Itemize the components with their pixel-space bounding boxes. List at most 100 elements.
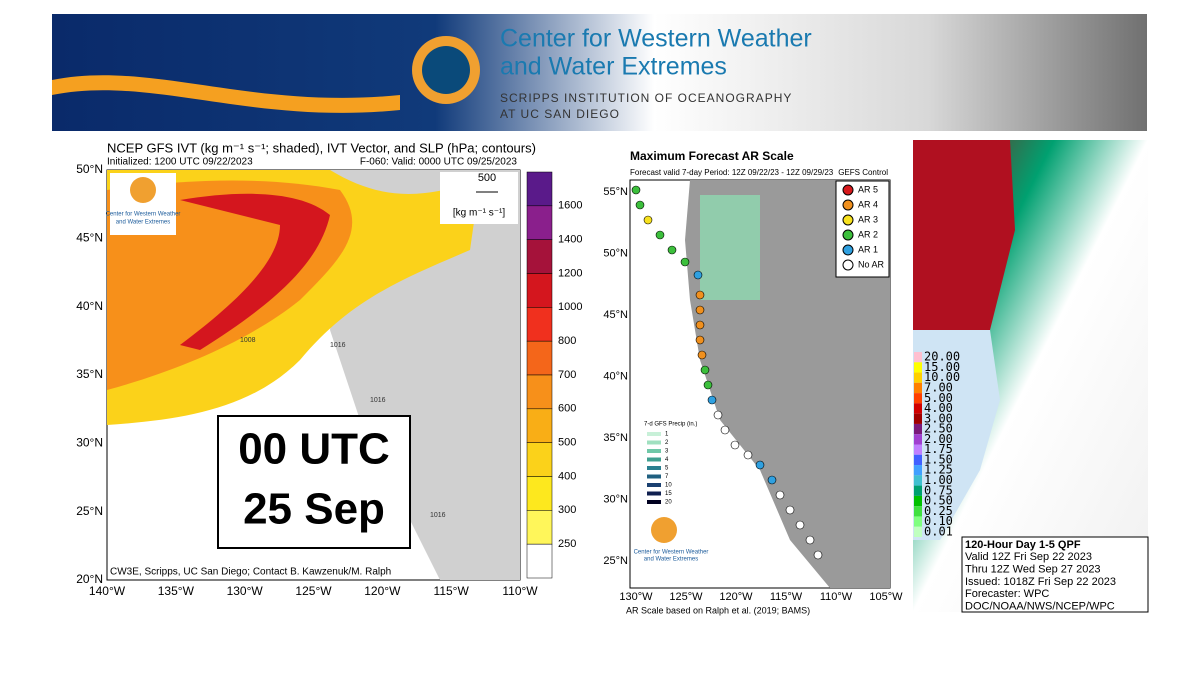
lon-label: 110°W (502, 584, 538, 598)
lon-label: 110°W (820, 591, 853, 603)
qpf-swatch (914, 403, 922, 414)
qpf-label: 1.75 (924, 442, 953, 456)
ivt-logo-text: and Water Extremes (116, 220, 170, 226)
time-box-line: 00 UTC (238, 425, 390, 474)
lon-label: 125°W (295, 584, 332, 598)
ar-dot (695, 320, 705, 330)
qpf-shade (913, 140, 1015, 330)
lat-label: 20°N (76, 572, 103, 586)
qpf-label: 7.00 (924, 380, 953, 394)
ar-dot (795, 520, 805, 530)
precip-swatch (647, 432, 661, 436)
colorbar-label: 1200 (558, 267, 582, 279)
ar-dot (775, 490, 785, 500)
colorbar-bin (526, 476, 553, 511)
qpf-swatch (914, 352, 922, 363)
ar-dot (703, 380, 713, 390)
colorbar-bin (526, 543, 553, 579)
colorbar-label: 300 (558, 504, 576, 516)
legend-label: AR 4 (858, 199, 878, 209)
qpf-info-line: 120-Hour Day 1-5 QPF (965, 539, 1081, 551)
ar-dot (693, 270, 703, 280)
lon-label: 115°W (770, 591, 803, 603)
ar-dot (785, 505, 795, 515)
colorbar-label: 1600 (558, 200, 582, 212)
precip-title: 7-d GFS Precip (in.) (644, 422, 697, 428)
ar-dot (700, 365, 710, 375)
qpf-legend: 20.0015.0010.007.005.004.003.002.502.001… (914, 350, 960, 538)
lat-label: 40°N (76, 299, 103, 313)
qpf-info-line: DOC/NOAA/NWS/NCEP/WPC (965, 600, 1115, 612)
qpf-label: 4.00 (924, 401, 953, 415)
qpf-ocean (913, 330, 1000, 540)
qpf-swatch (914, 413, 922, 424)
time-box-line: 25 Sep (243, 485, 385, 534)
qpf-swatch (914, 372, 922, 383)
precip-swatch (647, 457, 661, 462)
qpf-swatch (914, 506, 922, 517)
qpf-info-line: Issued: 1018Z Fri Sep 22 2023 (965, 576, 1116, 588)
precip-swatch (647, 491, 661, 496)
lon-label: 130°W (619, 591, 653, 603)
ar-dot (813, 550, 823, 560)
lat-label: 45°N (603, 309, 628, 321)
qpf-label: 5.00 (924, 391, 953, 405)
ar-dot (655, 230, 665, 240)
ar-legend: AR 5 AR 4 AR 3 AR 2 AR 1 No AR (842, 184, 885, 271)
banner-ar-plume (52, 75, 400, 113)
qpf-label: 15.00 (924, 360, 960, 374)
lon-label: 105°W (869, 591, 903, 603)
ar-dot (695, 290, 705, 300)
qpf-swatch (914, 382, 922, 394)
contour-label: 1016 (430, 512, 446, 519)
ivt-init: Initialized: 1200 UTC 09/22/2023 (107, 157, 253, 168)
vector-ref: 500 (478, 172, 496, 184)
lat-label: 50°N (603, 247, 628, 259)
qpf-label: 0.10 (924, 514, 953, 528)
qpf-label: 0.50 (924, 494, 953, 508)
legend-label: AR 2 (858, 229, 878, 239)
qpf-swatch (914, 423, 922, 435)
ar-dot (697, 350, 707, 360)
ivt-logo (130, 177, 156, 203)
time-box (217, 415, 411, 549)
qpf-swatch (914, 516, 922, 527)
precip-label: 15 (665, 491, 672, 497)
colorbar-bin (526, 408, 553, 443)
colorbar: 1600 1400 1200 1000 800 700 600 500 400 300 250 (526, 171, 582, 579)
ar-subtitle: Forecast valid 7-day Period: 12Z 09/22/2… (630, 168, 834, 177)
qpf-swatch (914, 434, 922, 445)
lat-label: 50°N (76, 162, 103, 176)
qpf-info-line: Thru 12Z Wed Sep 27 2023 (965, 564, 1101, 576)
ar-dot (767, 475, 777, 485)
banner-title: and Water Extremes (500, 53, 727, 81)
precip-label: 4 (665, 457, 669, 463)
banner-title: Center for Western Weather (500, 25, 812, 53)
colorbar-label: 1000 (558, 301, 582, 313)
qpf-label: 1.25 (924, 463, 953, 477)
qpf-label: 0.75 (924, 483, 953, 497)
precip-label: 3 (665, 449, 669, 455)
precip-label: 10 (665, 483, 672, 489)
precip-swatch (647, 500, 661, 504)
legend-label: AR 1 (858, 244, 878, 254)
lat-label: 30°N (603, 493, 628, 505)
colorbar-bin (526, 340, 553, 376)
banner-subtitle: SCRIPPS INSTITUTION OF OCEANOGRAPHY (500, 91, 792, 105)
colorbar-bin (526, 442, 553, 477)
precip-legend: 1 2 3 4 5 7 10 15 20 (647, 432, 672, 506)
legend-dot (842, 259, 854, 271)
lat-label: 35°N (76, 367, 103, 381)
ar-dot (730, 440, 740, 450)
ivt-valid: F-060: Valid: 0000 UTC 09/25/2023 (360, 157, 518, 168)
legend-dot (842, 229, 854, 241)
ar-dot (720, 425, 730, 435)
legend-dot (842, 199, 854, 211)
qpf-label: 1.50 (924, 452, 953, 466)
precip-swatch (647, 483, 661, 487)
colorbar-label: 700 (558, 369, 576, 381)
precip-label: 7 (665, 474, 669, 480)
